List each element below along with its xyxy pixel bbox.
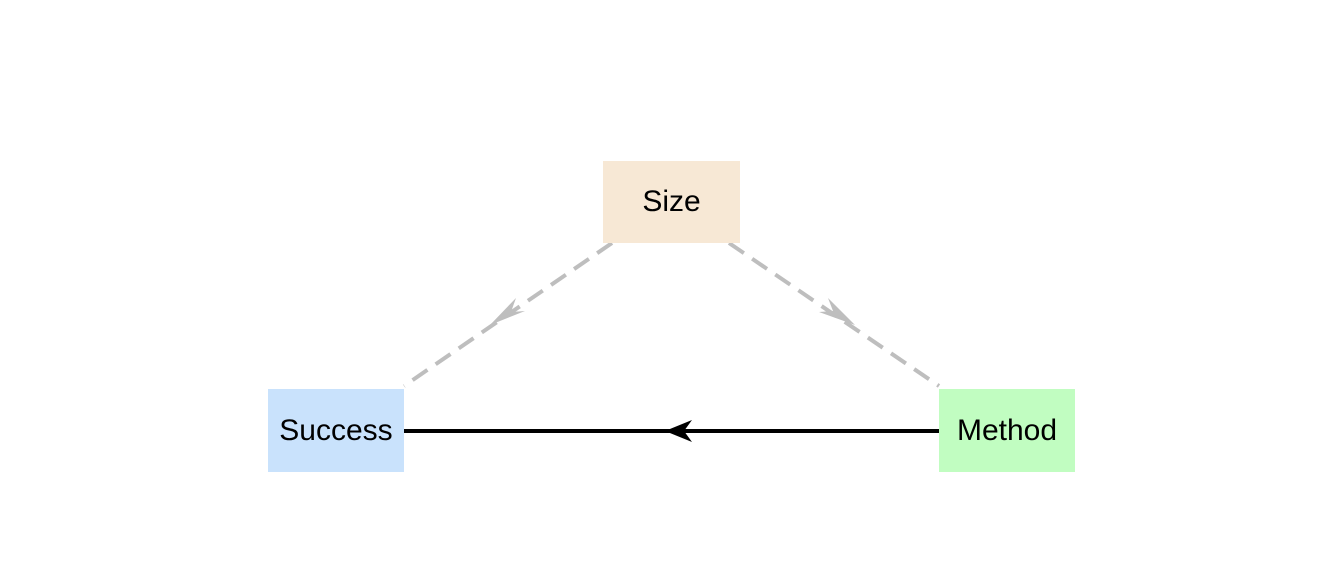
node-method: Method <box>939 389 1075 472</box>
node-success-label: Success <box>279 413 393 447</box>
node-method-label: Method <box>956 413 1058 447</box>
edge-size-to-success <box>402 241 614 388</box>
edge-method-to-success <box>404 420 939 442</box>
node-success: Success <box>268 389 404 472</box>
edge-size-to-success-arrowhead <box>490 298 525 325</box>
node-size-label: Size <box>642 185 701 218</box>
edge-size-to-method-arrowhead <box>819 298 855 325</box>
node-size: Size <box>603 161 740 243</box>
edge-size-to-method <box>727 241 941 388</box>
edge-method-to-success-arrowhead <box>665 420 692 442</box>
